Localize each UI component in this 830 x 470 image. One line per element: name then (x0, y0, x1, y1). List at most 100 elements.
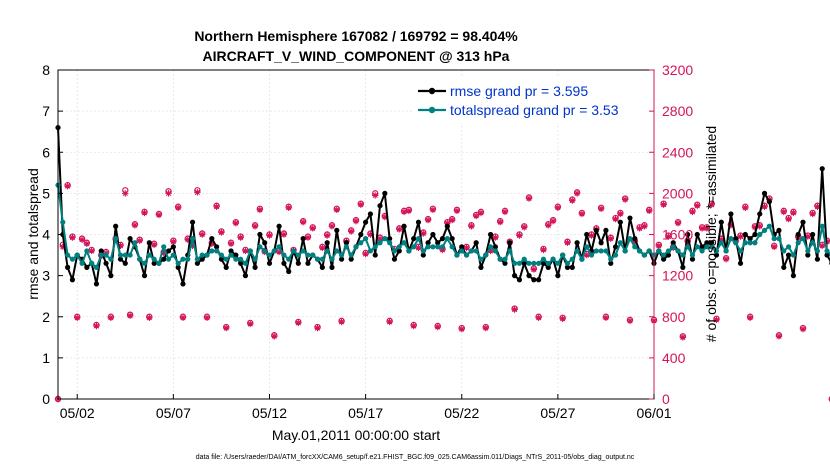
obs-assimilated-point (280, 231, 288, 238)
rmse-point (766, 199, 772, 205)
obs-assimilated-point (617, 210, 624, 218)
totalspread-point (516, 260, 523, 266)
obs-assimilated-point (386, 318, 393, 326)
totalspread-point (214, 248, 220, 254)
totalspread-point (449, 244, 455, 250)
obs-assimilated-point (396, 226, 403, 233)
obs-assimilated-point (578, 210, 586, 218)
totalspread-point (146, 252, 152, 258)
totalspread-point (425, 244, 431, 250)
x-tick-label: 05/12 (252, 405, 287, 421)
obs-assimilated-point (165, 190, 172, 197)
rmse-point (584, 231, 590, 238)
totalspread-point (694, 244, 700, 250)
obs-assimilated-point (420, 230, 427, 237)
rmse-point (685, 231, 691, 238)
obs-assimilated-point (213, 203, 220, 210)
x-tick-label: 05/27 (540, 405, 575, 421)
y-tick-label: 4 (42, 227, 50, 243)
totalspread-point (507, 248, 513, 254)
rmse-point (218, 256, 225, 262)
obs-assimilated-point (444, 219, 451, 227)
obs-assimilated-point (141, 209, 148, 217)
rmse-point (752, 231, 758, 238)
totalspread-point (473, 248, 479, 254)
rmse-point (180, 281, 186, 287)
totalspread-point (747, 240, 753, 246)
x-tick-label: 05/17 (348, 405, 383, 421)
rmse-point (435, 240, 441, 246)
rmse-point (151, 260, 157, 266)
totalspread-point (824, 248, 830, 254)
totalspread-point (713, 248, 720, 254)
totalspread-point (468, 248, 474, 254)
rmse-point (545, 264, 551, 270)
obs-assimilated-point (179, 314, 187, 321)
obs-assimilated-point (468, 223, 475, 230)
totalspread-point (685, 244, 691, 250)
totalspread-point (329, 256, 335, 262)
totalspread-point (180, 256, 186, 262)
obs-assimilated-point (722, 255, 730, 263)
rmse-point (324, 240, 330, 246)
obs-assimilated-point (573, 190, 581, 197)
totalspread-point (175, 260, 181, 266)
totalspread-point (141, 260, 148, 266)
y-axis-left: 0 1 2 3 4 5 6 7 8 (42, 62, 63, 407)
obs-assimilated-point (679, 334, 687, 341)
rmse-point (761, 190, 768, 196)
obs-assimilated-point (631, 238, 638, 245)
legend-rmse-label: rmse grand pr = 3.595 (450, 83, 588, 99)
rmse-point (776, 227, 782, 233)
obs-assimilated-point (271, 333, 278, 340)
totalspread-point (463, 252, 470, 258)
obs-assimilated-point (88, 247, 95, 255)
obs-assimilated-point (645, 207, 653, 215)
totalspread-point (550, 256, 556, 262)
totalspread-point (785, 244, 792, 250)
rmse-point (540, 260, 547, 266)
rmse-point (819, 166, 825, 172)
totalspread-point (324, 248, 330, 254)
obs-assimilated-point (746, 314, 754, 321)
rmse-point (411, 236, 417, 242)
rmse-point (694, 231, 700, 238)
obs-assimilated-point (189, 242, 196, 250)
obs-assimilated-point (64, 182, 71, 190)
rmse-point (170, 244, 176, 250)
totalspread-point (396, 244, 402, 250)
totalspread-point (526, 260, 532, 266)
rmse-point (348, 256, 354, 262)
rmse-point (141, 273, 148, 279)
obs-assimilated-point (761, 203, 768, 210)
obs-assimilated-point (564, 239, 571, 246)
obs-assimilated-point (521, 224, 528, 231)
totalspread-point (728, 236, 734, 242)
obs-assimilated-point (198, 231, 206, 238)
rmse-point (439, 236, 446, 242)
totalspread-point (478, 256, 484, 262)
obs-assimilated-point (809, 210, 816, 218)
rmse-point (810, 231, 816, 238)
obs-assimilated-point (530, 266, 538, 273)
obs-assimilated-point (338, 318, 345, 326)
y-tick-label: 8 (42, 62, 50, 78)
obs-assimilated-point (804, 233, 812, 240)
totalspread-point (406, 248, 412, 254)
rmse-point (593, 227, 599, 233)
obs-assimilated-point (636, 225, 643, 232)
obs-assimilated-point (170, 238, 177, 245)
obs-assimilated-point (367, 231, 374, 238)
obs-assimilated-point (218, 229, 225, 236)
obs-assimilated-point (496, 218, 504, 226)
rmse-point (319, 264, 325, 270)
totalspread-point (531, 260, 537, 266)
totalspread-point (675, 248, 681, 254)
totalspread-point (689, 252, 696, 258)
rmse-point (526, 273, 532, 279)
totalspread-point (242, 260, 249, 266)
rmse-point (781, 264, 787, 270)
totalspread-point (262, 248, 268, 254)
obs-assimilated-point (799, 325, 807, 333)
